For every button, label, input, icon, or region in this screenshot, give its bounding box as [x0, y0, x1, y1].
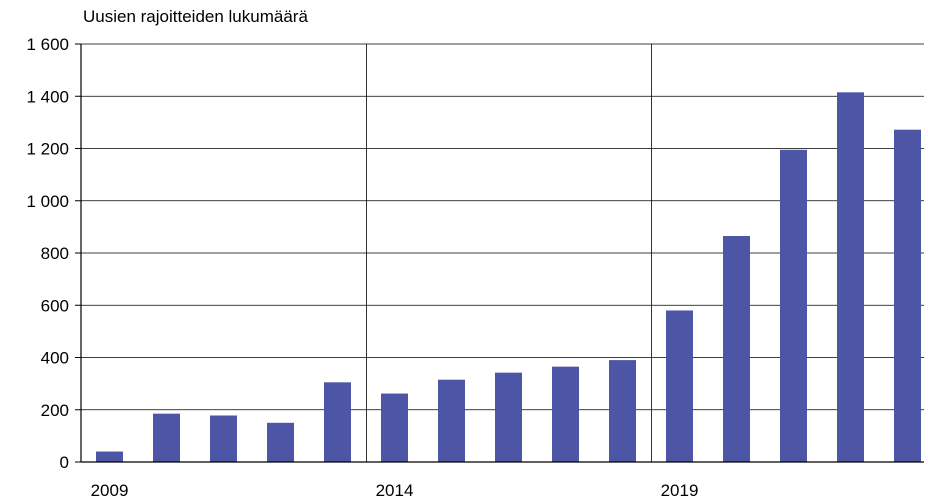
x-tick-label: 2009 — [91, 481, 129, 499]
bar-2011 — [210, 415, 237, 462]
bars — [96, 92, 921, 463]
gridlines — [81, 43, 924, 462]
y-tick-label: 1 400 — [26, 87, 69, 106]
y-tick-label: 800 — [41, 244, 69, 263]
x-tick-labels: 2009 2014 2019 — [91, 481, 699, 499]
bar-2022 — [837, 92, 864, 463]
x-tick-label: 2014 — [376, 481, 414, 499]
y-tick-label: 200 — [41, 401, 69, 420]
y-tick-label: 1 600 — [26, 35, 69, 54]
bar-2021 — [780, 149, 807, 462]
y-axis-title: Uusien rajoitteiden lukumäärä — [83, 7, 308, 26]
bar-2012 — [267, 422, 294, 462]
bar-2020 — [723, 236, 750, 462]
y-tick-label: 600 — [41, 296, 69, 315]
bar-2014 — [381, 393, 408, 462]
bar-2010 — [153, 413, 180, 462]
bar-2015 — [438, 379, 465, 462]
y-tick-label: 1 000 — [26, 192, 69, 211]
bar-2017 — [552, 366, 579, 462]
y-tick-labels: 0 200 400 600 800 1 000 1 200 1 400 1 600 — [26, 35, 69, 472]
x-tick-label: 2019 — [661, 481, 699, 499]
y-tick-label: 400 — [41, 349, 69, 368]
axes — [75, 43, 924, 463]
bar-2009 — [96, 451, 123, 462]
bar-2023 — [894, 129, 921, 462]
y-tick-label: 0 — [60, 453, 69, 472]
bar-2018 — [609, 360, 636, 462]
bar-2016 — [495, 372, 522, 462]
bar-2013 — [324, 382, 351, 462]
bar-2019 — [666, 310, 693, 462]
y-tick-label: 1 200 — [26, 140, 69, 159]
